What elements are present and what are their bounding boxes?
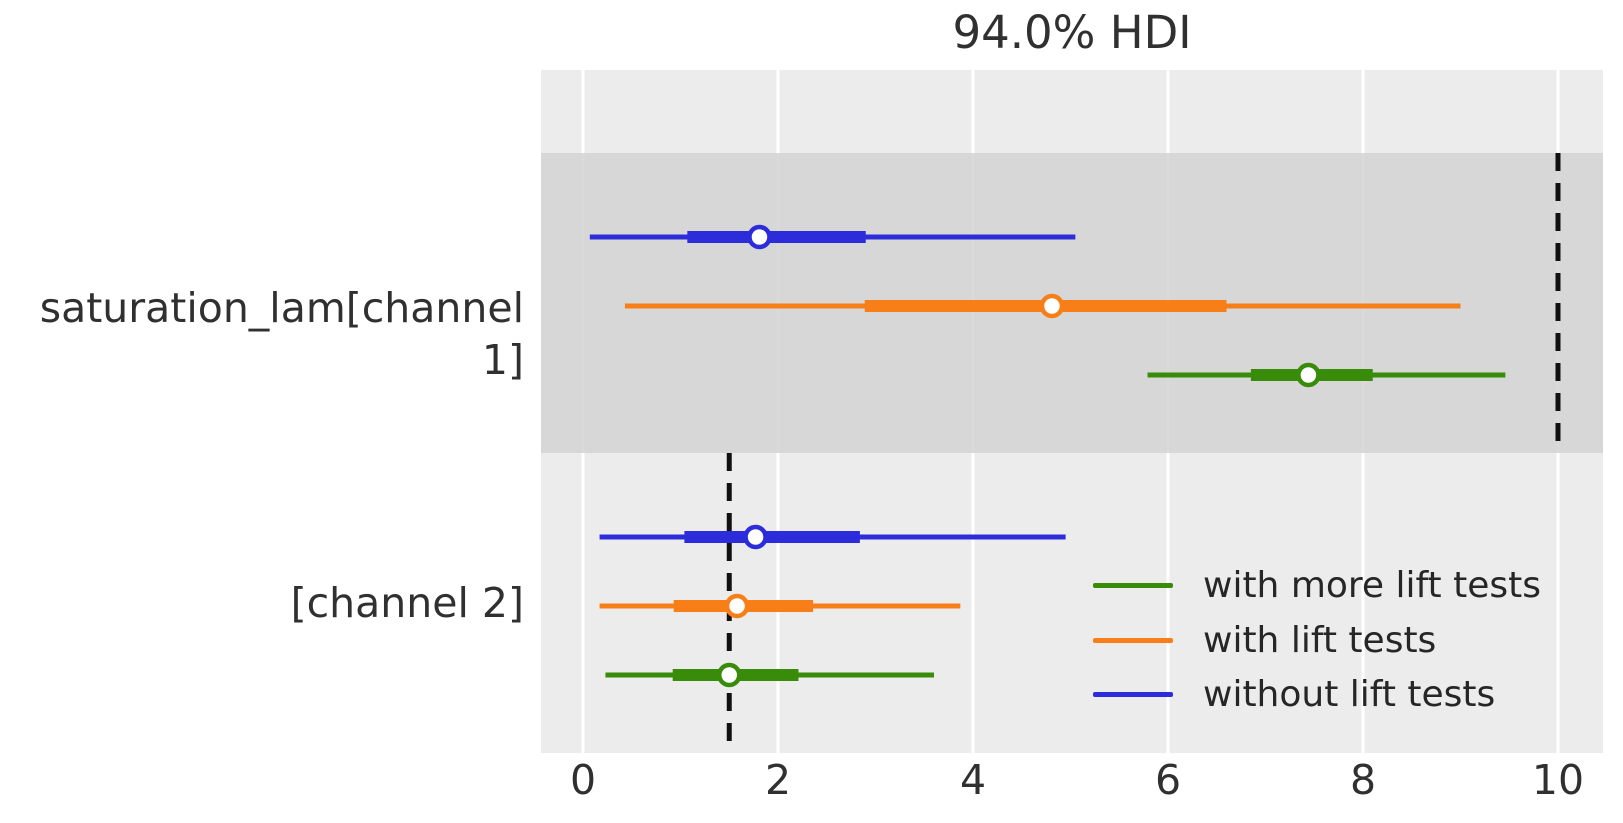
legend-label: with more lift tests: [1203, 565, 1542, 606]
legend-entry: with more lift tests: [1093, 558, 1573, 613]
plot-area: [541, 70, 1603, 753]
legend-swatch: [1093, 637, 1173, 643]
x-tick-label: 8: [1349, 756, 1377, 804]
legend-entry: with lift tests: [1093, 613, 1573, 668]
median-dot: [717, 662, 742, 688]
row-label-channel-2: [channel 2]: [290, 579, 524, 627]
legend-label: without lift tests: [1203, 674, 1496, 715]
x-tick-label: 0: [569, 756, 597, 804]
median-dot: [1296, 362, 1321, 388]
forest-plot-canvas: [541, 70, 1603, 753]
median-dot: [747, 224, 772, 250]
chart-title: 94.0% HDI: [952, 6, 1192, 59]
legend-swatch: [1093, 583, 1173, 588]
x-tick-label: 2: [764, 756, 792, 804]
legend-swatch: [1093, 692, 1173, 697]
legend-entry: without lift tests: [1093, 667, 1573, 722]
median-dot: [724, 593, 750, 619]
row-label-channel-1: saturation_lam[channel 1]: [39, 284, 524, 384]
legend-label: with lift tests: [1203, 619, 1437, 661]
median-dot: [743, 524, 768, 550]
x-tick-label: 4: [959, 756, 987, 804]
x-tick-label: 10: [1531, 756, 1585, 804]
x-tick-label: 6: [1154, 756, 1182, 804]
median-dot: [1039, 293, 1065, 319]
